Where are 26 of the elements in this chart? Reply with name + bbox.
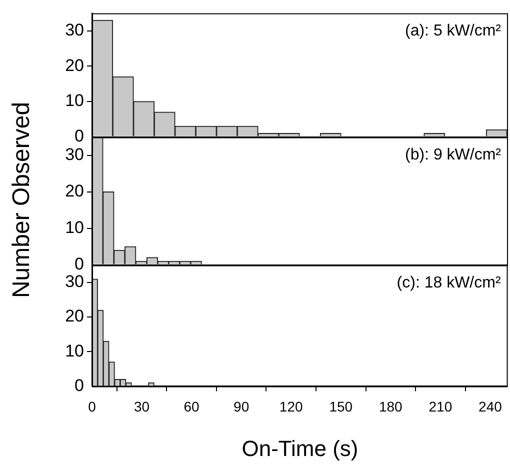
x-tick-label: 0	[88, 398, 96, 414]
x-tick-label: 30	[134, 398, 150, 414]
annotation: (a): 5 kW/cm²	[405, 22, 502, 40]
y-tick-label: 0	[74, 254, 84, 274]
y-tick-label: 0	[74, 126, 84, 146]
annotation: (c): 18 kW/cm²	[396, 274, 502, 292]
x-axis-title: On-Time (s)	[242, 436, 358, 462]
y-tick-label: 20	[65, 182, 84, 201]
y-tick-label: 10	[65, 218, 84, 238]
y-tick-label: 0	[74, 376, 84, 395]
y-tick-label: 10	[65, 91, 84, 110]
y-tick-label: 30	[65, 20, 84, 40]
x-tick-label: 180	[378, 398, 403, 414]
x-tick-label: 60	[184, 398, 200, 414]
y-tick-label: 30	[65, 272, 84, 292]
y-tick-label: 20	[65, 306, 84, 326]
x-tick-label: 240	[478, 398, 502, 414]
y-tick-label: 30	[65, 145, 84, 164]
x-tick-label: 90	[234, 398, 250, 414]
x-tick-label: 120	[279, 398, 303, 414]
x-tick-label: 150	[329, 398, 353, 414]
y-tick-label: 10	[65, 341, 84, 360]
y-axis-title: Number Observed	[8, 102, 36, 298]
annotation: (b): 9 kW/cm²	[405, 146, 502, 164]
y-tick-label: 20	[65, 56, 84, 75]
x-tick-label: 210	[428, 398, 452, 414]
